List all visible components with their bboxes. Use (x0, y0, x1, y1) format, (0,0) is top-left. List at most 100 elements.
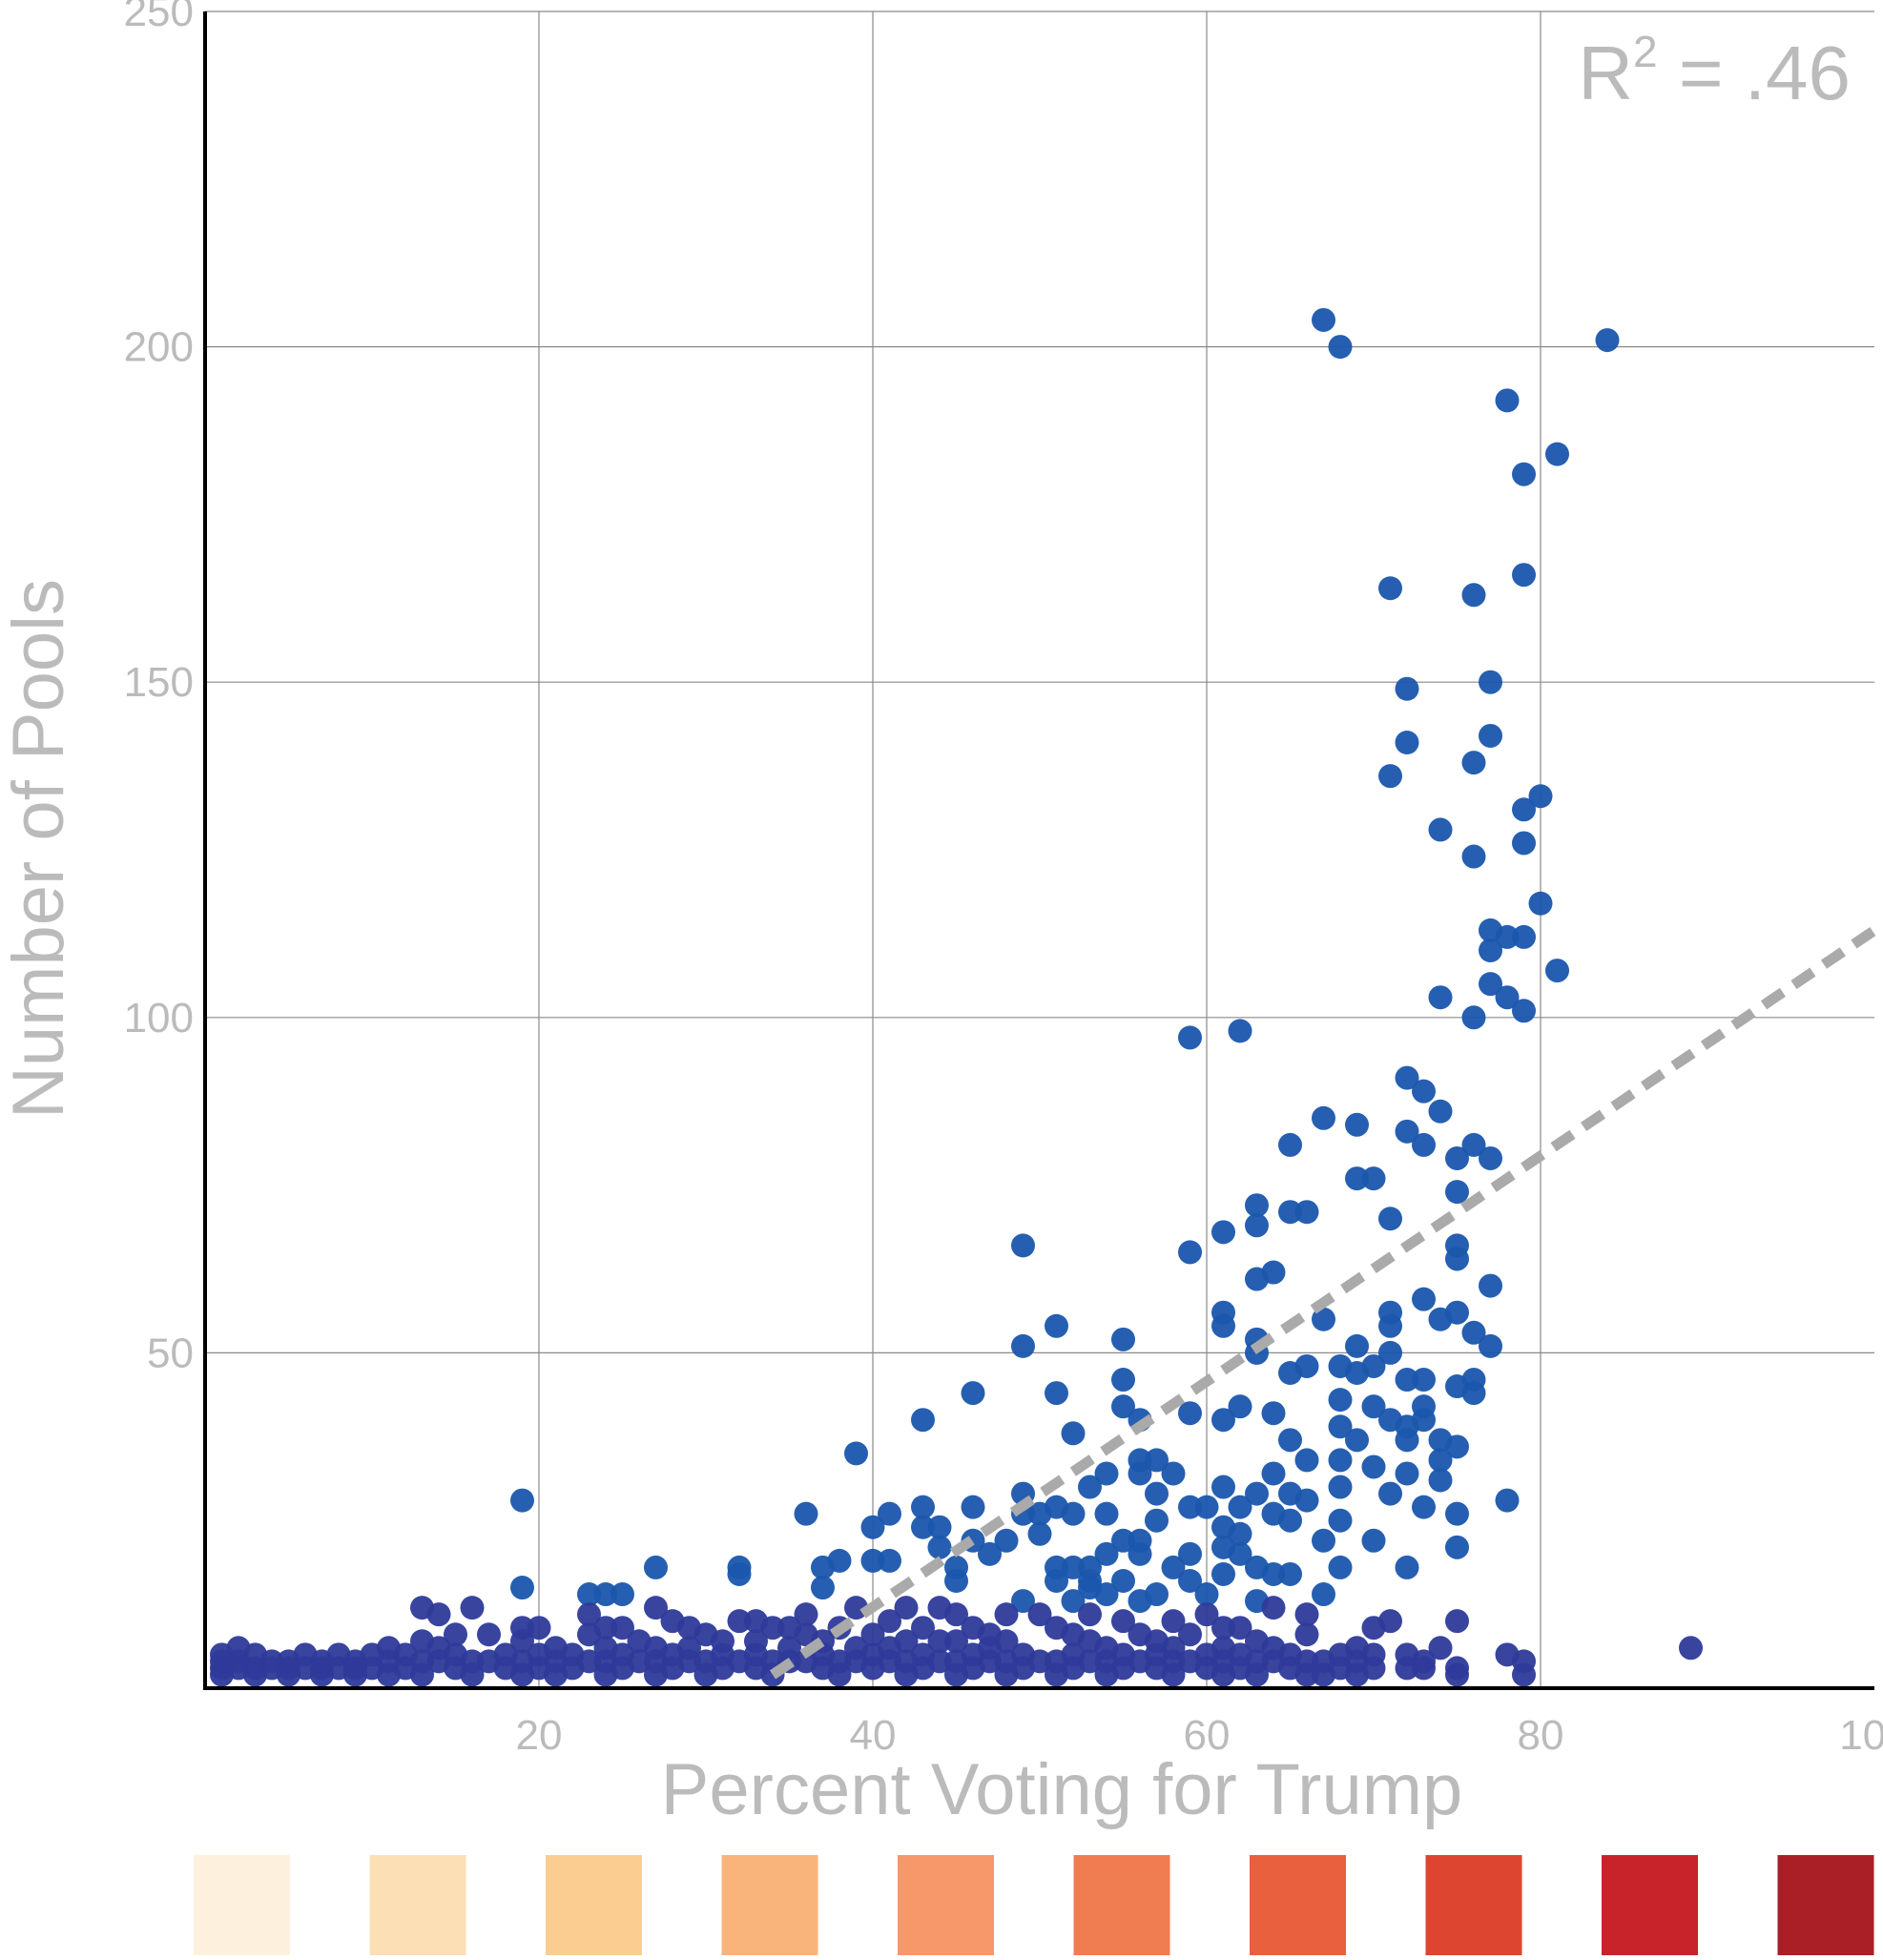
data-point (911, 1616, 935, 1640)
data-point (1161, 1461, 1186, 1486)
data-point (794, 1602, 818, 1627)
data-point (1328, 1414, 1353, 1439)
data-points (210, 307, 1703, 1687)
data-point (1412, 1408, 1436, 1433)
data-point (1412, 1287, 1436, 1311)
data-point (1461, 583, 1486, 608)
data-point (1061, 1555, 1086, 1579)
data-point (1011, 1589, 1035, 1614)
data-point (927, 1629, 952, 1654)
data-point (1395, 1065, 1419, 1090)
data-point (878, 1609, 901, 1634)
data-point (477, 1622, 501, 1647)
data-point (1094, 1541, 1119, 1566)
data-point (1412, 1495, 1436, 1519)
y-tick-label: 100 (124, 995, 194, 1042)
data-point (1512, 797, 1536, 822)
data-point (1428, 1448, 1453, 1473)
data-point (1461, 751, 1486, 775)
data-point (944, 1629, 968, 1654)
data-point (277, 1662, 300, 1687)
data-point (1445, 1145, 1469, 1170)
data-point (894, 1662, 919, 1687)
data-point (878, 1501, 901, 1526)
data-point (510, 1662, 534, 1687)
data-point (1078, 1602, 1102, 1627)
x-tick-label: 100 (1839, 1712, 1883, 1759)
data-point (944, 1568, 968, 1593)
data-point (794, 1501, 818, 1526)
data-point (811, 1576, 835, 1600)
data-point (1228, 1019, 1252, 1043)
data-point (1128, 1541, 1152, 1566)
data-point (860, 1656, 885, 1681)
data-point (894, 1596, 919, 1620)
data-point (944, 1662, 968, 1687)
data-point (1294, 1488, 1319, 1513)
data-point (1479, 670, 1502, 694)
data-point (1428, 1099, 1453, 1124)
data-point (878, 1548, 901, 1573)
data-point (577, 1582, 601, 1607)
data-point (1412, 1132, 1436, 1157)
data-point (1328, 1508, 1353, 1533)
legend-swatch (194, 1855, 290, 1955)
data-point (1378, 764, 1402, 789)
data-point (644, 1555, 668, 1579)
data-point (1378, 1340, 1402, 1365)
data-point (994, 1602, 1019, 1627)
data-point (610, 1582, 634, 1607)
data-point (1495, 1488, 1520, 1513)
y-axis-title: Number of Pools (0, 579, 79, 1119)
data-point (1595, 328, 1620, 353)
data-point (1479, 1273, 1502, 1298)
data-point (1178, 1568, 1202, 1593)
data-point (1145, 1481, 1169, 1506)
data-point (1345, 1112, 1369, 1137)
data-point (1428, 1636, 1453, 1661)
data-point (1479, 1333, 1502, 1358)
data-point (510, 1488, 534, 1513)
x-tick-label: 80 (1518, 1712, 1564, 1759)
data-point (1479, 723, 1502, 748)
data-point (1178, 1401, 1202, 1426)
data-point (1395, 1428, 1419, 1453)
data-point (243, 1662, 267, 1687)
data-point (994, 1662, 1019, 1687)
data-point (1312, 307, 1335, 332)
legend-swatch (1602, 1855, 1698, 1955)
data-point (1178, 1240, 1202, 1265)
trend-line (769, 925, 1878, 1680)
data-point (510, 1629, 534, 1654)
data-point (1228, 1394, 1252, 1419)
data-point (1328, 1555, 1353, 1579)
data-point (1512, 1662, 1536, 1687)
data-point (1245, 1213, 1269, 1238)
data-point (1412, 1656, 1436, 1681)
data-point (210, 1662, 234, 1687)
legend-swatch (898, 1855, 994, 1955)
legend-swatch (546, 1855, 642, 1955)
data-point (1161, 1662, 1186, 1687)
data-point (1128, 1461, 1152, 1486)
data-point (610, 1616, 634, 1640)
data-point (844, 1596, 868, 1620)
data-point (1445, 1180, 1469, 1205)
color-legend (194, 1855, 1874, 1955)
data-point (1328, 1388, 1353, 1413)
data-point (1261, 1561, 1286, 1586)
data-point (1078, 1475, 1102, 1499)
data-point (1378, 1207, 1402, 1231)
data-point (1245, 1662, 1269, 1687)
data-point (1194, 1582, 1219, 1607)
data-point (460, 1596, 485, 1620)
tick-labels: 20 40 60 80 100 50 100 150 200 250 (124, 0, 1883, 1759)
data-point (1528, 891, 1553, 916)
data-point (1512, 563, 1536, 588)
data-point (911, 1495, 935, 1519)
data-point (1061, 1421, 1086, 1446)
data-point (1395, 730, 1419, 754)
x-tick-label: 40 (850, 1712, 897, 1759)
data-point (1395, 1119, 1419, 1144)
